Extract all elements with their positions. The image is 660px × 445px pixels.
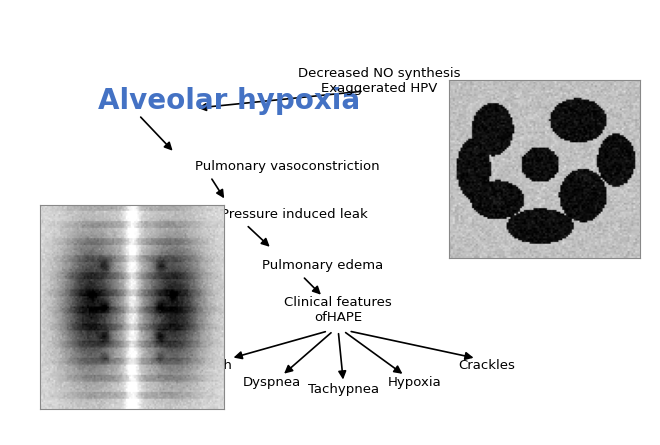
Text: Alveolar hypoxia: Alveolar hypoxia	[98, 87, 360, 115]
Text: Pulmonary edema: Pulmonary edema	[261, 259, 383, 272]
Text: Dyspnea: Dyspnea	[243, 376, 301, 389]
Text: Pressure induced leak: Pressure induced leak	[220, 208, 368, 221]
Text: Tachypnea: Tachypnea	[308, 383, 379, 396]
Text: Hypoxia: Hypoxia	[388, 376, 442, 389]
Text: Decreased NO synthesis
Exaggerated HPV: Decreased NO synthesis Exaggerated HPV	[298, 67, 461, 95]
Text: Clinical features
ofHAPE: Clinical features ofHAPE	[284, 296, 392, 324]
Text: Pulmonary vasoconstriction: Pulmonary vasoconstriction	[195, 160, 380, 173]
Text: Crackles: Crackles	[458, 359, 515, 372]
Text: Cough: Cough	[189, 359, 232, 372]
